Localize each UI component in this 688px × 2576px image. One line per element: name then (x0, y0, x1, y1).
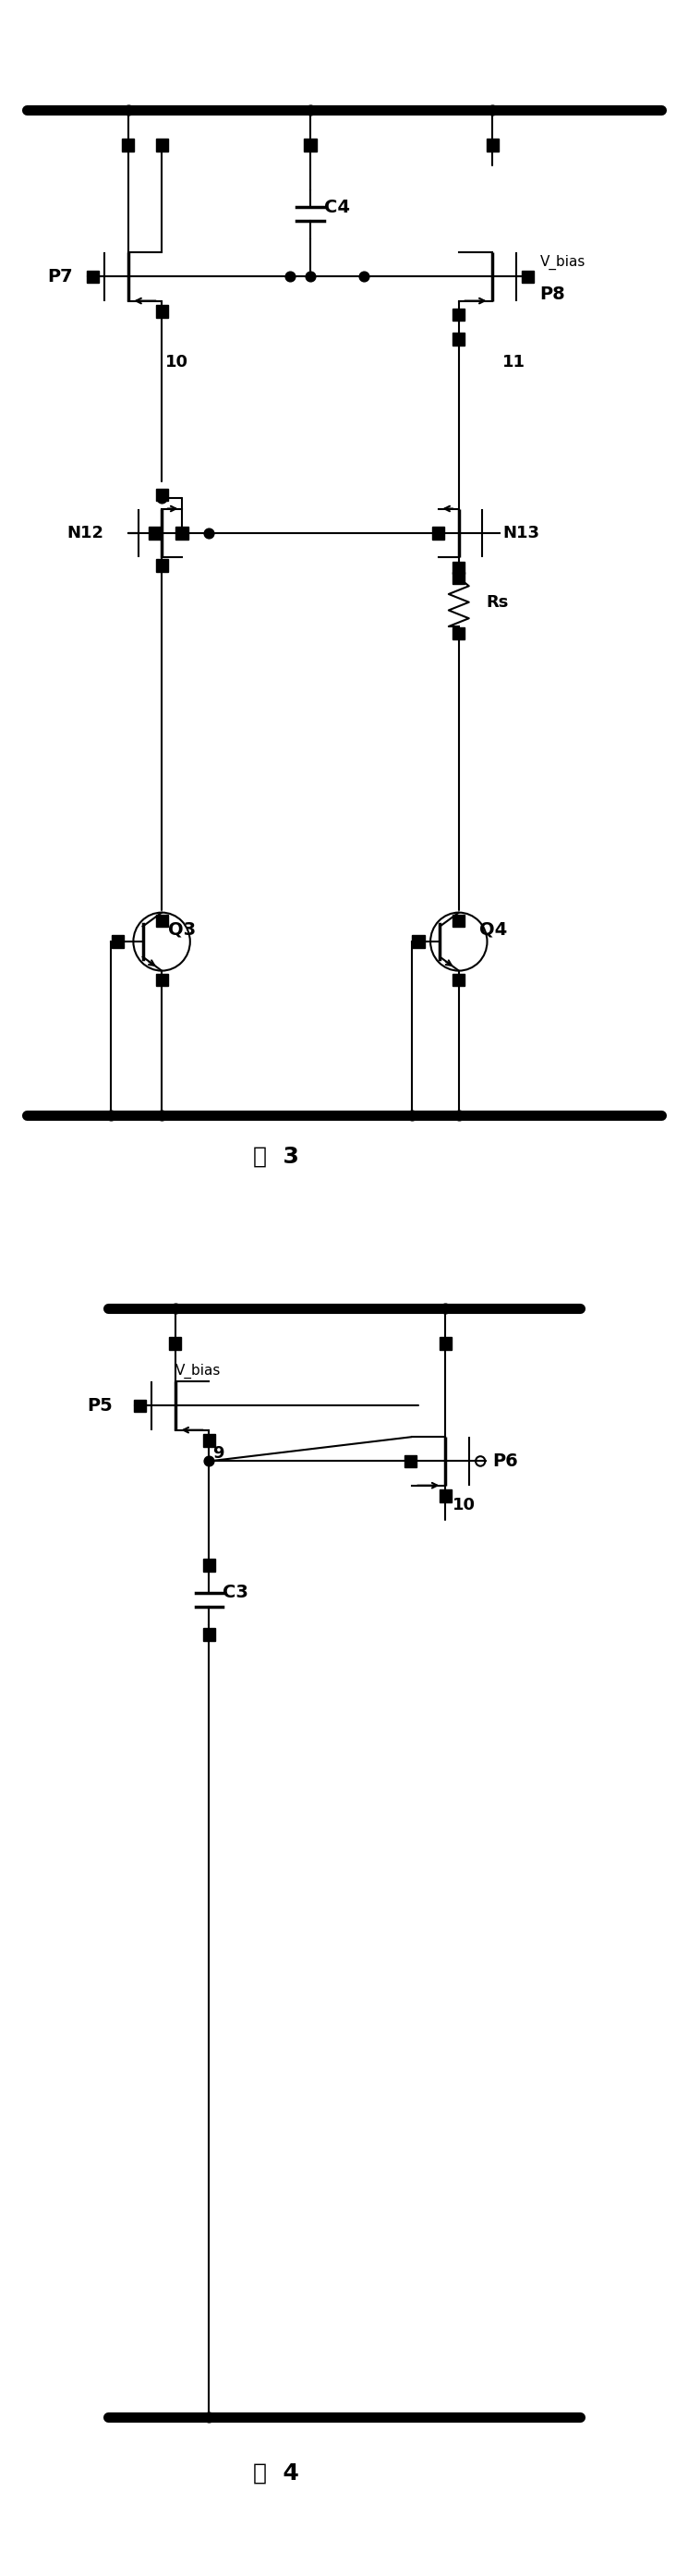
Bar (203, 1435, 215, 1448)
Bar (155, 304, 168, 317)
Point (358, 255, 369, 296)
Bar (522, 270, 534, 283)
Text: 图  4: 图 4 (253, 2463, 299, 2483)
Bar (155, 914, 168, 927)
Bar (453, 572, 465, 585)
Bar (134, 1399, 146, 1412)
Text: 11: 11 (503, 353, 526, 371)
Point (170, 1288, 181, 1329)
Point (487, 90, 498, 131)
Point (305, 255, 316, 296)
Bar (87, 270, 99, 283)
Bar (155, 974, 168, 987)
Bar (155, 559, 168, 572)
Point (156, 477, 167, 518)
Bar (453, 332, 465, 345)
Bar (169, 1337, 181, 1350)
Text: Q4: Q4 (479, 920, 507, 938)
Bar (176, 526, 188, 538)
Bar (155, 489, 168, 502)
Bar (453, 626, 465, 639)
Text: P7: P7 (47, 268, 72, 286)
Bar (149, 526, 161, 538)
Text: 图  3: 图 3 (253, 1146, 299, 1167)
Bar (453, 914, 465, 927)
Bar (453, 309, 465, 322)
Text: C3: C3 (222, 1584, 248, 1602)
Point (440, 1288, 451, 1329)
Text: P6: P6 (493, 1453, 518, 1471)
Point (453, 1095, 464, 1136)
Bar (404, 1455, 416, 1468)
Text: P5: P5 (87, 1396, 113, 1414)
Point (406, 1095, 417, 1136)
Point (204, 2396, 215, 2437)
Text: N12: N12 (67, 526, 104, 541)
Bar (412, 935, 424, 948)
Bar (439, 1337, 451, 1350)
Text: N13: N13 (503, 526, 539, 541)
Bar (453, 974, 465, 987)
Text: P8: P8 (540, 286, 566, 304)
Point (105, 1095, 116, 1136)
Bar (304, 139, 316, 152)
Text: 10: 10 (165, 353, 188, 371)
Text: V_bias: V_bias (175, 1363, 221, 1378)
Point (204, 513, 215, 554)
Bar (122, 139, 134, 152)
Bar (453, 562, 465, 574)
Bar (439, 1489, 451, 1502)
Text: 10: 10 (452, 1497, 475, 1512)
Point (305, 90, 316, 131)
Text: 9: 9 (213, 1445, 224, 1461)
Bar (203, 1628, 215, 1641)
Text: V_bias: V_bias (540, 255, 585, 270)
Point (204, 1440, 215, 1481)
Text: C4: C4 (324, 198, 350, 216)
Text: Q3: Q3 (169, 920, 196, 938)
Bar (155, 139, 168, 152)
Point (284, 255, 295, 296)
Text: Rs: Rs (486, 595, 508, 611)
Bar (203, 1558, 215, 1571)
Bar (111, 935, 124, 948)
Bar (433, 526, 444, 538)
Point (156, 1095, 167, 1136)
Point (122, 90, 133, 131)
Bar (486, 139, 499, 152)
